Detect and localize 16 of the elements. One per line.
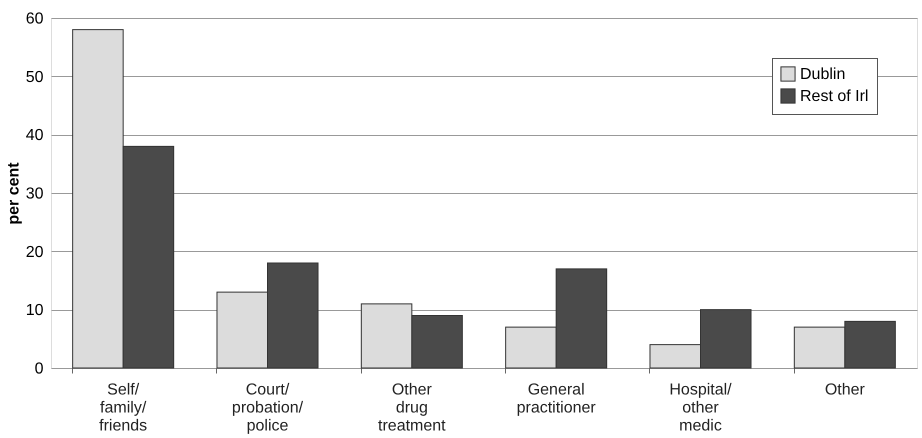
x-tick-label: Hospital/ other medic (669, 382, 732, 434)
x-tick-label: Self/ family/ friends (99, 382, 148, 434)
legend-label: Dublin (800, 66, 846, 83)
y-axis-title: per cent (6, 162, 23, 225)
legend-label: Rest of Irl (800, 88, 868, 105)
y-tick-label: 30 (26, 186, 44, 202)
x-tick-label: General practitioner (516, 382, 596, 416)
y-tick-label: 50 (26, 68, 44, 86)
x-tick-label: Other (824, 382, 866, 398)
x-tick-label: Other drug treatment (378, 382, 446, 434)
y-tick-label: 0 (34, 360, 44, 378)
y-tick-label: 60 (26, 10, 44, 28)
y-tick-label: 40 (26, 127, 44, 144)
y-tick-label: 20 (26, 244, 44, 261)
x-tick-label: Court/ probation/ police (232, 382, 304, 434)
y-tick-label: 10 (26, 302, 44, 320)
